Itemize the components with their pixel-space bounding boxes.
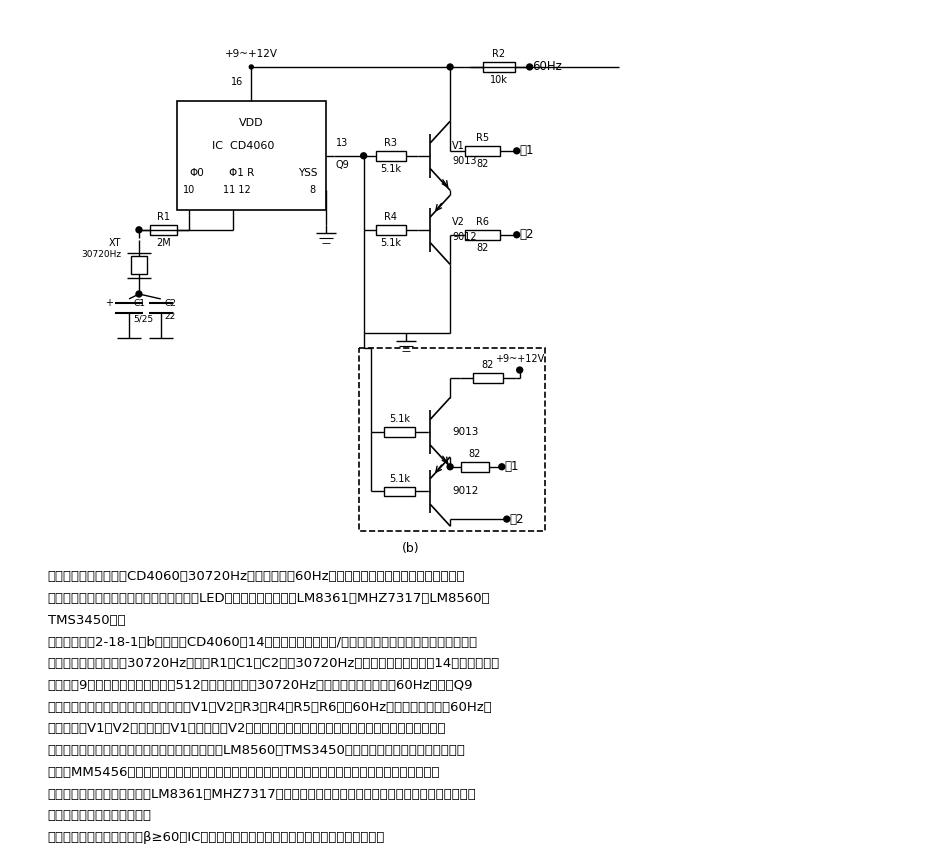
Bar: [383, 486, 415, 497]
Bar: [376, 225, 406, 235]
Text: 鼔2: 鼔2: [510, 513, 524, 526]
Text: 号作用下，V1、V2交替导通。V1的集电极和V2的发射极分别接双阴型显示屏的阴１和阴２脚上，保证了: 号作用下，V1、V2交替导通。V1的集电极和V2的发射极分别接双阴型显示屏的阴１…: [48, 722, 446, 735]
Text: 度高等特点，可适用于目前常见的各种型号LED数字钟集成电路，如LM8361、MHZ7317、LM8560、: 度高等特点，可适用于目前常见的各种型号LED数字钟集成电路，如LM8361、MH…: [48, 592, 490, 605]
Text: 82: 82: [476, 243, 488, 253]
Text: 9013: 9013: [452, 427, 479, 437]
Text: 们选用前9级分频器，其分频系数为512。振荡器输出的30720Hz信号经分频后得到标准60Hz信号从Q9: 们选用前9级分频器，其分频系数为512。振荡器输出的30720Hz信号经分频后得…: [48, 679, 473, 692]
Circle shape: [447, 64, 454, 70]
Bar: [483, 62, 515, 72]
Text: R6: R6: [476, 216, 489, 227]
Circle shape: [136, 291, 142, 297]
Text: 13: 13: [336, 138, 348, 148]
Circle shape: [504, 516, 510, 522]
Text: R1: R1: [158, 212, 170, 222]
Bar: [376, 151, 406, 160]
Text: R4: R4: [384, 212, 397, 222]
Text: (b): (b): [402, 543, 419, 555]
Text: 22: 22: [165, 312, 177, 321]
Bar: [131, 256, 146, 274]
Text: 8: 8: [309, 185, 315, 195]
Text: 阴1: 阴1: [519, 144, 534, 157]
Text: 鼔1: 鼔1: [505, 460, 519, 473]
Circle shape: [250, 65, 254, 69]
Text: 82: 82: [469, 449, 481, 458]
Text: Φ0: Φ0: [190, 167, 204, 177]
Text: 16: 16: [231, 76, 243, 87]
Text: XT: XT: [109, 238, 121, 248]
Circle shape: [514, 148, 519, 154]
Text: 路用于MM5456等一类数字钟集成电路，由于其配套为双阳极型显示屏，可以把信号同步开关电路改成虚: 路用于MM5456等一类数字钟集成电路，由于其配套为双阳极型显示屏，可以把信号同…: [48, 766, 440, 779]
Text: 输出，作为数字钟电路的标准时基信号。V1、V2和R3、R4、R5、R6构戕60Hz信号同步开关，在60Hz信: 输出，作为数字钟电路的标准时基信号。V1、V2和R3、R4、R5、R6构戕60H…: [48, 700, 492, 714]
Bar: [465, 230, 500, 239]
Bar: [177, 102, 326, 210]
Circle shape: [499, 464, 505, 469]
Text: Q9: Q9: [336, 160, 349, 170]
Text: 》例二《　本电路采用CD4060和30720Hz晶体组成标准60Hz时基电路，具有结构简单，输出频率精: 》例二《 本电路采用CD4060和30720Hz晶体组成标准60Hz时基电路，具…: [48, 571, 465, 583]
Text: 电路如图2-18-1（b）所示。CD4060是14级二进制串行计数器/振荡器电路，它主要由两部分构成，一: 电路如图2-18-1（b）所示。CD4060是14级二进制串行计数器/振荡器电路…: [48, 636, 478, 649]
Text: 部分是振荡器，与外接30720Hz晶体及R1、C1、C2构戕30720Hz振荡电路；另一部分为14级分频器，我: 部分是振荡器，与外接30720Hz晶体及R1、C1、C2构戕30720Hz振荡电…: [48, 657, 500, 671]
Text: 82: 82: [476, 159, 488, 169]
Text: +: +: [105, 298, 113, 308]
Text: 10k: 10k: [490, 75, 508, 85]
Text: 5/25: 5/25: [133, 314, 153, 323]
Text: YSS: YSS: [299, 167, 317, 177]
Text: C2: C2: [165, 299, 177, 308]
Text: R5: R5: [476, 133, 489, 143]
Text: 2M: 2M: [157, 238, 171, 248]
Text: V2: V2: [452, 217, 465, 227]
Text: 双阴型动态显示屏的正常工作。这部分电路适用于LM8560、TMS3450等一类数字钟集成电路。若时基电: 双阴型动态显示屏的正常工作。这部分电路适用于LM8560、TMS3450等一类数…: [48, 745, 466, 757]
Text: 5.1k: 5.1k: [380, 164, 402, 174]
Text: 11 12: 11 12: [223, 185, 251, 195]
Text: 阴2: 阴2: [519, 228, 534, 241]
Circle shape: [527, 64, 532, 70]
Text: 82: 82: [482, 360, 494, 370]
Text: +9~+12V: +9~+12V: [495, 354, 545, 364]
Text: IC  CD4060: IC CD4060: [212, 141, 274, 151]
Bar: [150, 225, 177, 235]
Circle shape: [447, 464, 454, 469]
Bar: [472, 373, 503, 383]
Bar: [359, 348, 545, 531]
Text: +9~+12V: +9~+12V: [224, 49, 278, 59]
Text: 9013: 9013: [452, 155, 477, 166]
Bar: [465, 146, 500, 156]
Text: 图中所选晶体三极管的β≥60。IC及阻容元件的参数已标注在图中，按数据选用即可。: 图中所选晶体三极管的β≥60。IC及阻容元件的参数已标注在图中，按数据选用即可。: [48, 831, 385, 844]
Bar: [383, 427, 415, 437]
Text: 9012: 9012: [452, 486, 479, 497]
Text: 10: 10: [182, 185, 194, 195]
Text: 5.1k: 5.1k: [389, 414, 410, 424]
Text: VDD: VDD: [239, 118, 264, 128]
Circle shape: [361, 153, 366, 159]
Text: 线框内形式。若时基电路用于LM8361、MHZ7317等一类数字钟集成电路，由于其配套为单阴极显示屏，所: 线框内形式。若时基电路用于LM8361、MHZ7317等一类数字钟集成电路，由于…: [48, 788, 476, 801]
Bar: [461, 462, 488, 472]
Circle shape: [136, 227, 142, 233]
Text: R2: R2: [492, 49, 505, 59]
Text: 5.1k: 5.1k: [380, 238, 402, 248]
Text: R3: R3: [384, 138, 397, 148]
Text: 60Hz: 60Hz: [532, 60, 562, 74]
Text: 5.1k: 5.1k: [389, 474, 410, 484]
Text: C1: C1: [133, 299, 145, 308]
Text: TMS3450等。: TMS3450等。: [48, 614, 125, 627]
Text: 30720Hz: 30720Hz: [81, 250, 121, 259]
Text: V1: V1: [452, 141, 465, 151]
Text: Φ1 R: Φ1 R: [229, 167, 254, 177]
Text: 9012: 9012: [452, 232, 477, 242]
Text: 以同步信号开关电路可省略。: 以同步信号开关电路可省略。: [48, 809, 151, 823]
Circle shape: [514, 232, 519, 238]
Circle shape: [516, 367, 523, 373]
